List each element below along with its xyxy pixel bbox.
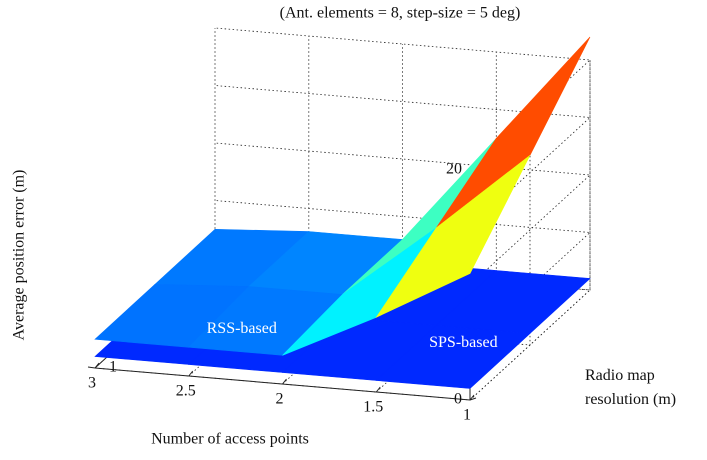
x-tick-label: 1	[463, 407, 471, 424]
tick-mark	[469, 394, 475, 401]
tick-mark	[375, 386, 381, 393]
grid-line	[469, 60, 591, 401]
grid-line	[376, 52, 497, 393]
series-label: SPS-based	[429, 334, 497, 351]
surface-cell	[375, 155, 531, 319]
x-tick-label: 2.5	[176, 383, 196, 400]
surface	[94, 36, 591, 356]
series-label: RSS-based	[207, 320, 277, 337]
surface-cell	[436, 36, 591, 229]
chart-title: (Ant. elements = 8, step-size = 5 deg)	[280, 5, 521, 22]
grid-line	[188, 36, 310, 377]
y-axis-label: Radio map resolution (m)	[585, 367, 676, 408]
x-tick-label: 3	[88, 375, 96, 392]
z-tick-label: 0	[454, 391, 462, 408]
tick-mark	[94, 362, 100, 369]
x-tick-label: 2	[276, 391, 284, 408]
tick-mark	[188, 370, 194, 377]
z-tick-label: 20	[446, 161, 462, 178]
grid-line	[94, 28, 216, 369]
grid-line	[282, 44, 403, 385]
x-axis-label: Number of access points	[151, 431, 309, 448]
y-tick-label: 1	[109, 359, 117, 376]
tick-mark	[469, 397, 477, 401]
x-tick-label: 1.5	[363, 399, 383, 416]
tick-mark	[282, 378, 287, 385]
z-axis-label: Average position error (m)	[11, 170, 28, 341]
tick-mark	[87, 366, 96, 369]
surface-cell	[375, 325, 531, 389]
